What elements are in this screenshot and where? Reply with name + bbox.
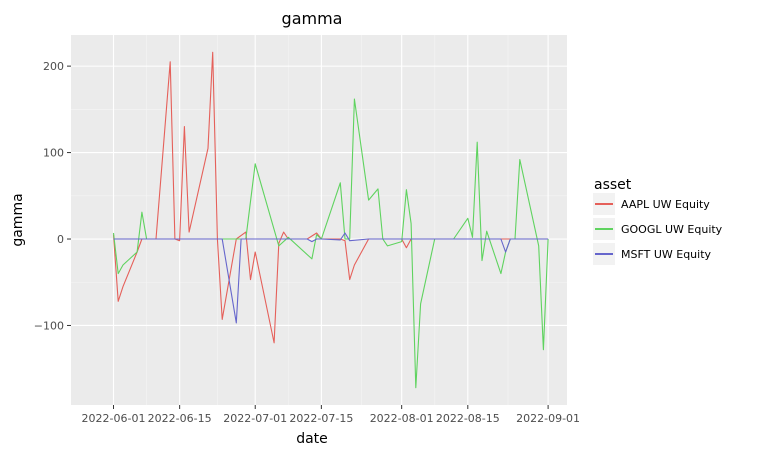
x-tick-label: 2022-08-15: [436, 412, 500, 425]
x-tick-label: 2022-09-01: [516, 412, 580, 425]
legend-title: asset: [594, 177, 632, 193]
legend-entry-label: GOOGL UW Equity: [621, 223, 723, 236]
y-tick-label: 100: [43, 147, 64, 160]
series-layer: [112, 51, 549, 389]
y-tick-label: 0: [57, 233, 64, 246]
y-tick-label: 200: [43, 60, 64, 73]
y-tick-label: −100: [34, 319, 64, 332]
legend-entry-label: AAPL UW Equity: [621, 198, 710, 211]
grid-minor: [71, 35, 567, 405]
y-axis-title: gamma: [10, 193, 26, 246]
chart-title: gamma: [282, 9, 343, 28]
x-tick-label: 2022-08-01: [370, 412, 434, 425]
x-tick-label: 2022-06-01: [82, 412, 146, 425]
y-axis: −100 0 100 200: [34, 60, 71, 332]
x-axis-title: date: [296, 431, 328, 447]
x-axis: 2022-06-01 2022-06-15 2022-07-01 2022-07-15…: [82, 405, 580, 425]
x-tick-label: 2022-06-15: [148, 412, 212, 425]
x-tick-label: 2022-07-15: [289, 412, 353, 425]
legend: asset AAPL UW Equity GOOGL UW Equity MSFT …: [593, 177, 723, 265]
legend-entry-label: MSFT UW Equity: [621, 248, 712, 261]
x-tick-label: 2022-07-01: [223, 412, 287, 425]
plot-panel: [71, 35, 567, 405]
series-line-msft: [113, 232, 549, 324]
